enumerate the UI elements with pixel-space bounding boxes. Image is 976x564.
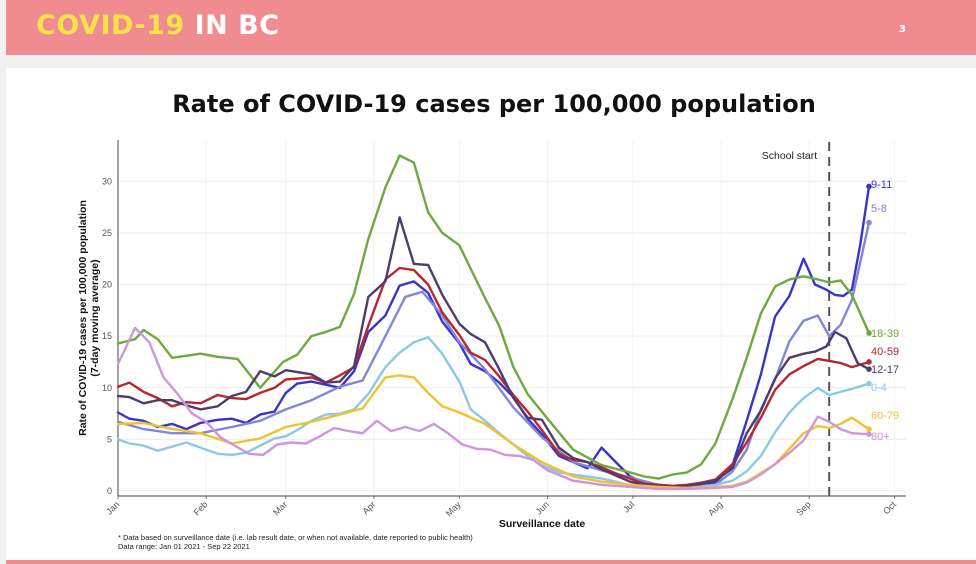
chart-title: Rate of COVID-19 cases per 100,000 popul… [172, 90, 816, 118]
chart-series-labels: 9-11 5-8 18-39 40-59 12-17 0-4 60-79 80+ [871, 179, 899, 443]
footnote-data-range: Data range: Jan 01 2021 - Sep 22 2021 [118, 542, 250, 551]
y-axis-title: Rate of COVID-19 cases per 100,000 popul… [77, 200, 89, 436]
series-label-9-11: 9-11 [871, 179, 892, 191]
series-line-5-8 [116, 221, 871, 489]
school-start-annotation: School start [762, 150, 818, 162]
x-tick-label: Mar [271, 499, 289, 517]
series-end-marker-0-4 [866, 380, 872, 387]
header-title-covid: COVID-19 [36, 10, 185, 41]
series-end-marker-12-17 [866, 366, 872, 372]
chart-axes: 0 5 10 15 20 25 30 Jan Feb Mar Apr May Jun Jul Aug Sep O… [102, 140, 906, 518]
y-tick-label: 25 [102, 228, 112, 238]
x-tick-label: Aug [706, 499, 724, 517]
footer-bar [6, 560, 976, 564]
series-label-80+: 80+ [871, 431, 890, 443]
series-line-0-4 [116, 336, 871, 491]
x-tick-label: Oct [881, 499, 898, 516]
y-tick-label: 15 [102, 331, 112, 341]
x-tick-label: Feb [192, 499, 210, 517]
x-tick-label: May [444, 499, 463, 518]
x-tick-label: Sep [794, 499, 812, 517]
chart-series [116, 154, 872, 491]
x-tick-label: Jan [104, 499, 121, 516]
series-line-40-59 [116, 266, 871, 487]
series-end-marker-40-59 [866, 359, 872, 365]
series-label-12-17: 12-17 [871, 364, 899, 376]
slide-card [6, 68, 976, 560]
series-label-0-4: 0-4 [871, 382, 887, 394]
series-line-18-39 [116, 154, 871, 480]
series-label-60-79: 60-79 [871, 410, 899, 422]
series-line-80+ [116, 326, 871, 491]
series-end-marker-60-79 [866, 426, 872, 432]
x-tick-label: Jul [621, 499, 636, 514]
y-tick-label: 5 [107, 434, 112, 444]
header-title: COVID-19 IN BC [36, 10, 280, 41]
slide-number: 3 [899, 24, 906, 35]
footnote-data-basis: * Data based on surveillance date (i.e. … [118, 533, 473, 542]
x-tick-label: Apr [360, 499, 377, 516]
y-axis-subtitle: (7-day moving average) [89, 259, 101, 376]
y-tick-label: 10 [102, 383, 112, 393]
x-tick-label: Jun [534, 499, 551, 516]
y-tick-label: 30 [102, 176, 112, 186]
x-axis-title: Surveillance date [499, 518, 586, 530]
header-title-bc: IN BC [184, 10, 280, 41]
series-end-marker-9-11 [866, 183, 872, 190]
series-label-18-39: 18-39 [871, 328, 899, 340]
series-label-5-8: 5-8 [871, 203, 887, 215]
y-tick-label: 0 [107, 486, 112, 496]
series-line-9-11 [116, 185, 871, 489]
series-line-12-17 [116, 216, 871, 489]
series-label-40-59: 40-59 [871, 346, 899, 358]
header-banner: COVID-19 IN BC 3 [6, 0, 976, 55]
series-line-60-79 [116, 374, 871, 490]
series-end-marker-18-39 [866, 330, 872, 336]
y-tick-label: 20 [102, 280, 112, 290]
series-end-marker-80+ [866, 431, 872, 438]
series-end-marker-5-8 [866, 219, 872, 226]
